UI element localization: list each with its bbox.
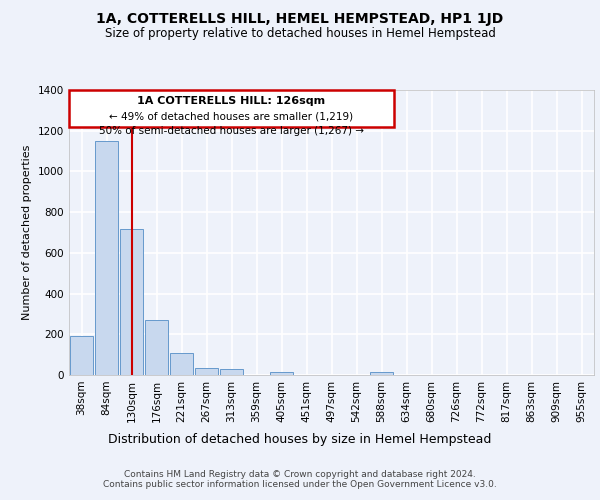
Text: 1A COTTERELLS HILL: 126sqm: 1A COTTERELLS HILL: 126sqm — [137, 96, 326, 106]
Bar — [170, 352, 193, 375]
Text: Contains HM Land Registry data © Crown copyright and database right 2024.
Contai: Contains HM Land Registry data © Crown c… — [103, 470, 497, 490]
Bar — [95, 141, 118, 375]
Text: 50% of semi-detached houses are larger (1,267) →: 50% of semi-detached houses are larger (… — [99, 126, 364, 136]
Bar — [194, 368, 218, 375]
Bar — [220, 370, 244, 375]
FancyBboxPatch shape — [69, 90, 394, 126]
Text: 1A, COTTERELLS HILL, HEMEL HEMPSTEAD, HP1 1JD: 1A, COTTERELLS HILL, HEMEL HEMPSTEAD, HP… — [97, 12, 503, 26]
Text: ← 49% of detached houses are smaller (1,219): ← 49% of detached houses are smaller (1,… — [109, 112, 353, 122]
Bar — [370, 372, 394, 375]
Bar — [145, 320, 169, 375]
Bar — [70, 336, 94, 375]
Text: Distribution of detached houses by size in Hemel Hempstead: Distribution of detached houses by size … — [109, 432, 491, 446]
Y-axis label: Number of detached properties: Number of detached properties — [22, 145, 32, 320]
Bar — [119, 230, 143, 375]
Text: Size of property relative to detached houses in Hemel Hempstead: Size of property relative to detached ho… — [104, 28, 496, 40]
Bar — [269, 372, 293, 375]
